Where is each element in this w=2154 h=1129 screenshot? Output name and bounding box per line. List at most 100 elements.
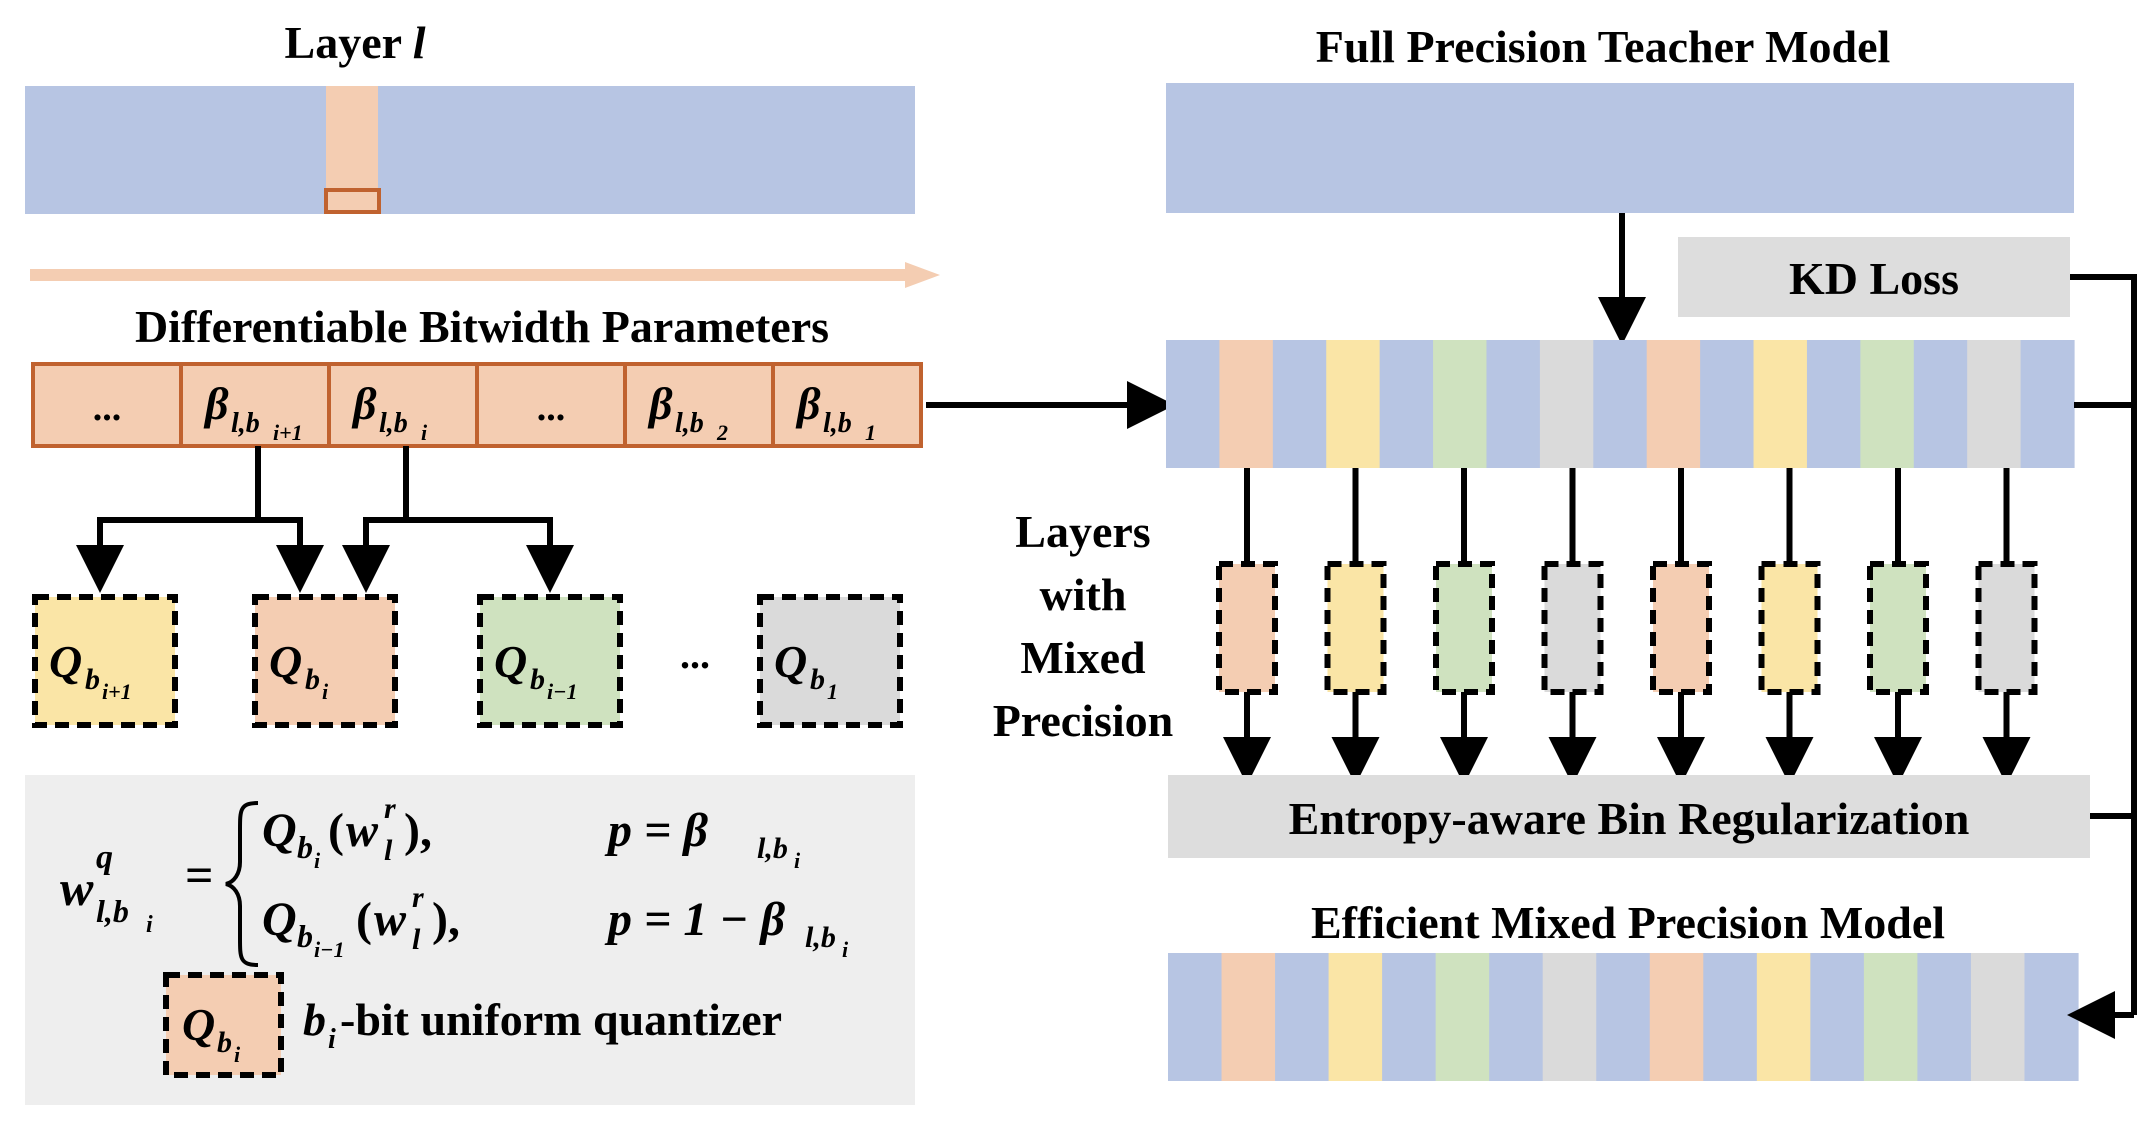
quantizer-q: Q xyxy=(269,636,302,687)
case1-open: ( xyxy=(328,804,344,857)
layer-stripe-gray xyxy=(1539,340,1594,468)
layer-stripe-peach xyxy=(1646,340,1701,468)
case2-q-subsub: i−1 xyxy=(314,937,344,962)
mixed-layer xyxy=(1975,468,2038,785)
entropy-regularization-box xyxy=(1168,775,2090,858)
mixed-layer xyxy=(1541,468,1604,785)
param-cell: β l,b 2 xyxy=(623,362,775,448)
case2-cond-subsub: i xyxy=(842,937,849,962)
layer-stripe-blue xyxy=(2020,340,2075,468)
param-beta-subsub: 2 xyxy=(716,420,728,445)
kd-loss-box xyxy=(1678,237,2070,317)
legend-q: Q xyxy=(182,999,215,1050)
layer-stripe-peach xyxy=(1221,953,1276,1081)
layers-label-line: with xyxy=(1040,569,1127,620)
efficient-model-bar xyxy=(1168,953,2079,1081)
case1-w-sup: r xyxy=(384,792,396,825)
legend-swatch xyxy=(163,972,284,1078)
case2-q: Q xyxy=(262,893,297,946)
layer-stripe-blue xyxy=(1382,953,1437,1081)
params-title: Differentiable Bitwidth Parameters xyxy=(135,301,829,352)
layer-stripe-blue xyxy=(1168,953,1223,1081)
param-beta: β xyxy=(647,378,673,429)
layer-stripe-green xyxy=(1433,340,1488,468)
mixed-layer xyxy=(1867,468,1929,785)
mixed-precision-layers xyxy=(1216,468,2038,785)
case2-w-sup: r xyxy=(412,881,424,914)
layer-stripe-blue xyxy=(2024,953,2079,1081)
feedback-connectors xyxy=(2067,274,2137,1039)
layer-stripe-blue xyxy=(1489,953,1544,1081)
layer-stripe-blue xyxy=(1700,340,1755,468)
layer-stripe-yellow xyxy=(1756,953,1811,1081)
quantizer-q-sub: b xyxy=(530,663,545,696)
param-cell-ellipsis: ... xyxy=(537,387,566,429)
param-cell: β l,b i xyxy=(327,362,479,448)
param-beta-subsub: i xyxy=(421,420,428,445)
layer-stripe-blue xyxy=(1913,340,1968,468)
legend-b: b xyxy=(303,994,326,1045)
layer-stripe-blue xyxy=(1166,340,1221,468)
param-beta-subsub: i+1 xyxy=(273,420,303,445)
param-beta-sub: l,b xyxy=(231,408,260,439)
formula-lhs-sup: q xyxy=(96,839,113,876)
case1-q: Q xyxy=(262,804,297,857)
layer-stripe-blue xyxy=(1703,953,1758,1081)
case1-w: w xyxy=(346,804,379,857)
case2-cond: p = 1 − β xyxy=(604,893,785,946)
quantizer-q-subsub: i+1 xyxy=(102,679,132,704)
quantizer-ellipsis: ... xyxy=(680,632,710,677)
layer-stripe-peach xyxy=(1649,953,1704,1081)
layer-stripe-blue xyxy=(1593,340,1648,468)
layer-stripe-blue xyxy=(1379,340,1434,468)
teacher-title: Full Precision Teacher Model xyxy=(1316,21,1891,72)
case2-close: ), xyxy=(432,893,460,946)
layers-label-line: Mixed xyxy=(1020,632,1146,683)
layer-stripe-yellow xyxy=(1753,340,1808,468)
param-cell: ... xyxy=(475,362,627,448)
layer-stripe-blue xyxy=(1806,340,1861,468)
formula-lhs-w: w xyxy=(60,860,94,916)
case1-q-subsub: i xyxy=(314,848,321,873)
case2-cond-sub: l,b xyxy=(805,921,836,954)
layer-stripe-blue xyxy=(1275,953,1330,1081)
quantizer-legend: Q b i b i -bit uniform quantizer xyxy=(163,972,782,1078)
case1-close: ), xyxy=(404,804,432,857)
case1-cond-subsub: i xyxy=(794,848,801,873)
layer-stripe-blue xyxy=(1486,340,1541,468)
efficient-title: Efficient Mixed Precision Model xyxy=(1311,897,1945,948)
quantizer-q-subsub: 1 xyxy=(827,679,838,704)
sweep-arrow xyxy=(30,262,940,288)
legend-q-subsub: i xyxy=(234,1042,241,1067)
case2-q-sub: b xyxy=(297,918,313,954)
student-model-bar xyxy=(1166,340,2075,468)
layers-label-line: Layers xyxy=(1015,506,1150,557)
case2-w-sub: l xyxy=(412,923,421,956)
param-cell: β l,b i+1 xyxy=(179,362,331,448)
case1-cond: p = β xyxy=(604,804,708,857)
quantizer-q: Q xyxy=(774,636,807,687)
mixed-layer xyxy=(1650,468,1712,785)
param-beta-subsub: 1 xyxy=(865,420,876,445)
layer-title: Layer l xyxy=(285,17,426,68)
legend-label: -bit uniform quantizer xyxy=(340,994,782,1045)
params-row: ... β l,b i+1β l,b i... β l,b 2β l,b 1 xyxy=(31,362,923,448)
mixed-layer xyxy=(1758,468,1821,785)
layer-stripe-green xyxy=(1863,953,1919,1081)
legend-b-sub: i xyxy=(328,1024,336,1055)
quantizer-q-subsub: i−1 xyxy=(547,679,577,704)
kd-loss-label: KD Loss xyxy=(1789,253,1959,304)
layer-stripe-peach xyxy=(1219,340,1274,468)
case1-q-sub: b xyxy=(297,829,313,865)
layer-bar xyxy=(25,86,915,214)
param-connectors xyxy=(76,446,574,593)
layer-stripe-green xyxy=(1860,340,1915,468)
case1-w-sub: l xyxy=(384,834,393,867)
mixed-layer xyxy=(1433,468,1495,785)
